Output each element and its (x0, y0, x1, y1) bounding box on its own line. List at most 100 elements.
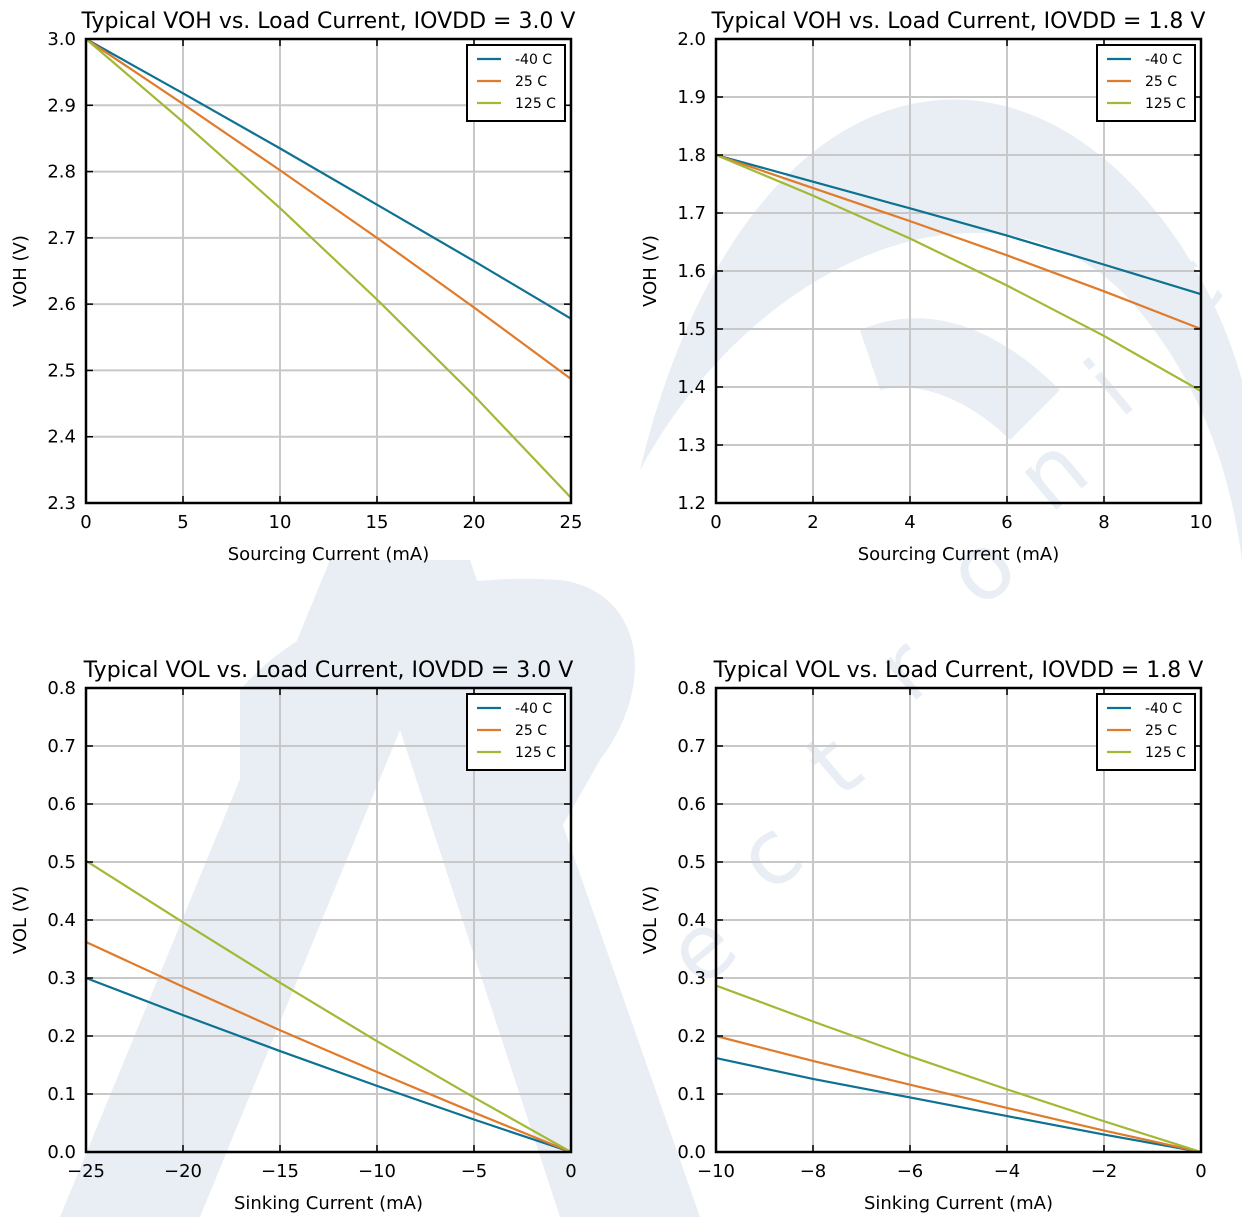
x-tick-label: −15 (261, 1161, 299, 1182)
x-tick-label: 8 (1098, 512, 1109, 533)
x-axis-label: Sourcing Current (mA) (228, 544, 430, 565)
y-tick-label: 0.4 (47, 910, 76, 931)
charts-container: 0 5 10 15 20 252.32.42.52.62.72.82.93.0Typica… (10, 9, 1212, 1214)
y-tick-label: 0.7 (47, 736, 76, 757)
series-line (715, 153, 1202, 331)
y-tick-label: 0.5 (47, 852, 76, 873)
y-tick-label: 0.0 (677, 1142, 706, 1163)
watermark-shape-a (60, 560, 700, 1217)
x-tick-label: 10 (269, 512, 292, 533)
legend-label: 125 C (1145, 96, 1186, 112)
y-tick-label: 2.5 (47, 360, 76, 381)
x-tick-label: −2 (1091, 1161, 1118, 1182)
x-tick-label: −8 (800, 1161, 827, 1182)
y-tick-label: 2.3 (47, 493, 76, 514)
legend-label: 25 C (1145, 74, 1177, 90)
y-tick-label: 0.7 (677, 736, 706, 757)
watermark-letter: c (717, 800, 822, 912)
legend-label: -40 C (515, 701, 552, 717)
x-tick-label: 6 (1001, 512, 1012, 533)
legend: -40 C 25 C 125 C (466, 693, 566, 771)
legend-label: 125 C (515, 96, 556, 112)
y-tick-label: 0.3 (677, 968, 706, 989)
chart-panel: 0 5 10 15 20 25 2.3 2.4 2.5 2.6 2.7 2.8 2.9 3.0Typica… (10, 9, 582, 565)
legend: -40 C 25 C 125 C (466, 44, 566, 122)
x-tick-label: 0 (1195, 1161, 1206, 1182)
watermark-letter: t (787, 714, 882, 817)
chart-title: Typical VOH vs. Load Current, IOVDD = 1.… (711, 9, 1206, 34)
y-tick-label: 0.0 (47, 1142, 76, 1163)
x-tick-label: −10 (358, 1161, 396, 1182)
plot-frame (84, 37, 573, 505)
y-tick-label: 2.6 (47, 294, 76, 315)
legend-box (1096, 693, 1196, 771)
y-tick-label: 0.2 (677, 1026, 706, 1047)
y-tick-label: 0.6 (677, 794, 706, 815)
legend-label: -40 C (1145, 701, 1182, 717)
y-tick-label: 2.9 (47, 95, 76, 116)
x-tick-label: 20 (463, 512, 486, 533)
x-tick-label: −20 (164, 1161, 202, 1182)
y-tick-label: 2.7 (47, 228, 76, 249)
series-line (715, 153, 1202, 393)
x-tick-label: 15 (366, 512, 389, 533)
chart-title: Typical VOL vs. Load Current, IOVDD = 3.… (83, 658, 574, 683)
y-tick-label: 0.2 (47, 1026, 76, 1047)
y-tick-label: 0.8 (47, 678, 76, 699)
series-line (85, 859, 572, 1153)
y-axis-label: VOH (V) (640, 235, 661, 307)
y-tick-label: 0.4 (677, 910, 706, 931)
legend: -40 C 25 C 125 C (1096, 693, 1196, 771)
y-tick-label: 1.7 (677, 203, 706, 224)
legend-label: 25 C (515, 74, 547, 90)
chart-panel: −25 −20 −15 −10 −5 0 0.0 0.1 0.2 0.3 0.4 0.5 0.6 0.7 0… (10, 658, 577, 1214)
y-tick-label: 0.6 (47, 794, 76, 815)
x-tick-label: −5 (461, 1161, 488, 1182)
x-tick-label: 2 (807, 512, 818, 533)
series-line (715, 153, 1202, 296)
series-line (85, 38, 572, 380)
chart-title: Typical VOH vs. Load Current, IOVDD = 3.… (81, 9, 576, 34)
x-tick-label: −4 (994, 1161, 1021, 1182)
y-axis-label: VOL (V) (640, 886, 661, 954)
series-line (715, 1034, 1202, 1154)
x-axis-label: Sinking Current (mA) (864, 1193, 1053, 1214)
watermark-shape-d (860, 318, 1060, 440)
x-tick-label: 4 (904, 512, 915, 533)
x-tick-label: −25 (67, 1161, 105, 1182)
y-tick-label: 1.2 (677, 493, 706, 514)
y-axis-label: VOL (V) (10, 886, 31, 954)
x-tick-label: −6 (897, 1161, 924, 1182)
y-tick-label: 2.8 (47, 162, 76, 183)
y-tick-label: 3.0 (47, 29, 76, 50)
y-tick-label: 1.9 (677, 87, 706, 108)
x-tick-label: 10 (1190, 512, 1213, 533)
x-tick-label: 25 (560, 512, 583, 533)
legend-label: 125 C (515, 745, 556, 761)
legend-label: -40 C (515, 52, 552, 68)
y-tick-label: 0.8 (677, 678, 706, 699)
series-line (85, 38, 572, 320)
y-tick-label: 1.5 (677, 319, 706, 340)
legend-box (1096, 44, 1196, 122)
y-axis-label: VOH (V) (10, 235, 31, 307)
y-tick-label: 1.6 (677, 261, 706, 282)
y-tick-label: 0.1 (677, 1084, 706, 1105)
watermark-letter: i (1067, 340, 1154, 437)
legend-label: 25 C (1145, 723, 1177, 739)
x-tick-label: 0 (565, 1161, 576, 1182)
x-axis-label: Sourcing Current (mA) (858, 544, 1060, 565)
watermark-letter: e (647, 891, 757, 1007)
legend-label: 125 C (1145, 745, 1186, 761)
y-tick-label: 2.0 (677, 29, 706, 50)
watermark-shape-b (640, 99, 1242, 560)
series-line (715, 984, 1202, 1154)
legend-box (466, 44, 566, 122)
y-tick-label: 0.3 (47, 968, 76, 989)
x-tick-label: −10 (697, 1161, 735, 1182)
watermark-shape-c (240, 578, 635, 900)
y-tick-label: 1.3 (677, 435, 706, 456)
x-tick-label: 5 (177, 512, 188, 533)
